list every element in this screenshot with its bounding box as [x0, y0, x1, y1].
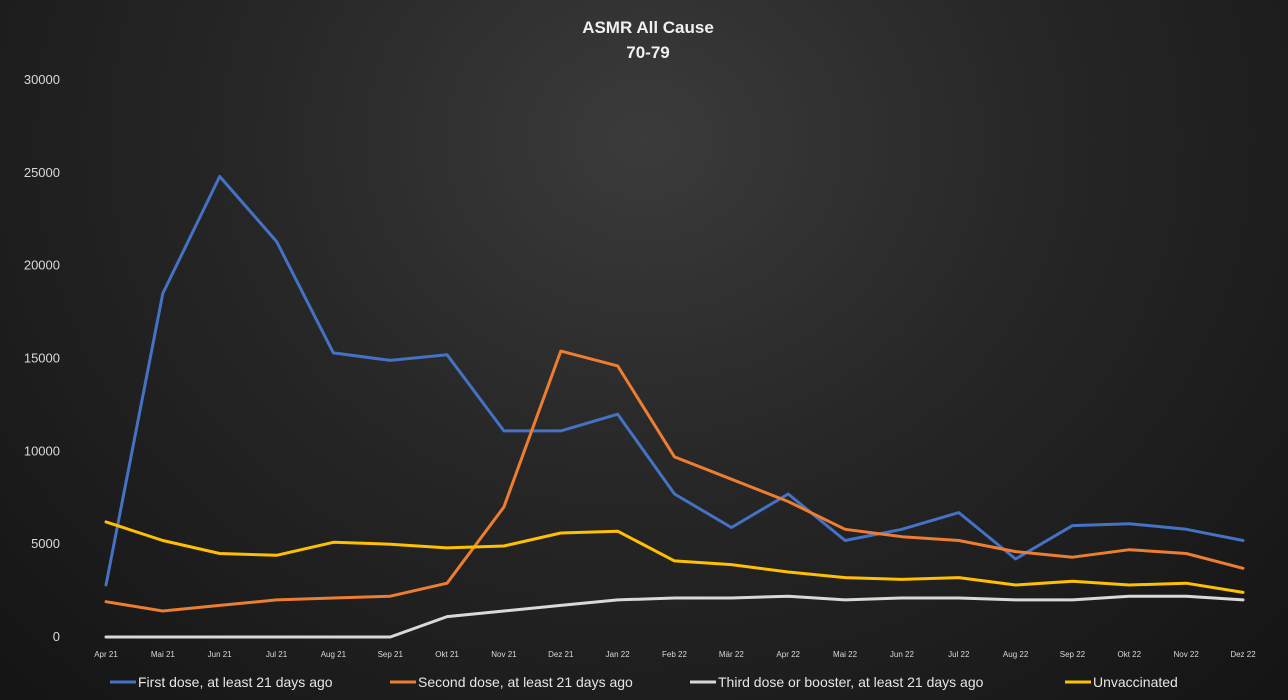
x-tick-label: Okt 21 — [435, 650, 459, 659]
legend-label: First dose, at least 21 days ago — [138, 674, 333, 690]
x-tick-label: Apr 21 — [94, 650, 118, 659]
series-line-4 — [104, 520, 1245, 594]
y-tick-label: 20000 — [24, 258, 60, 273]
x-tick-label: Nov 21 — [491, 650, 517, 659]
x-tick-label: Feb 22 — [662, 650, 687, 659]
series-line-3 — [104, 594, 1245, 639]
legend-item-2: Second dose, at least 21 days ago — [390, 674, 633, 690]
x-tick-label: Mai 21 — [151, 650, 176, 659]
x-tick-label: Sep 22 — [1060, 650, 1086, 659]
legend-label: Third dose or booster, at least 21 days … — [718, 674, 984, 690]
series-line-1 — [104, 175, 1245, 587]
y-tick-label: 10000 — [24, 443, 60, 458]
legend-label: Unvaccinated — [1093, 674, 1178, 690]
y-axis: 0 5000 10000 15000 20000 25000 30000 — [24, 72, 60, 644]
x-tick-label: Dez 21 — [548, 650, 574, 659]
y-tick-label: 15000 — [24, 351, 60, 366]
x-tick-label: Jun 21 — [208, 650, 233, 659]
legend-item-1: First dose, at least 21 days ago — [110, 674, 333, 690]
x-tick-label: Apr 22 — [776, 650, 800, 659]
x-tick-label: Dez 22 — [1230, 650, 1256, 659]
chart-title: ASMR All Cause — [582, 18, 714, 37]
plot-area — [104, 175, 1245, 639]
x-tick-label: Mär 22 — [719, 650, 744, 659]
x-tick-label: Okt 22 — [1118, 650, 1142, 659]
x-tick-label: Aug 22 — [1003, 650, 1029, 659]
legend-item-4: Unvaccinated — [1065, 674, 1178, 690]
series-line-2 — [104, 349, 1245, 613]
legend-label: Second dose, at least 21 days ago — [418, 674, 633, 690]
x-tick-label: Mai 22 — [833, 650, 858, 659]
x-tick-label: Sep 21 — [378, 650, 404, 659]
y-tick-label: 0 — [53, 629, 60, 644]
x-axis: Apr 21 Mai 21 Jun 21 Jul 21 Aug 21 Sep 21 Okt … — [94, 650, 1256, 659]
y-tick-label: 25000 — [24, 165, 60, 180]
y-tick-label: 30000 — [24, 72, 60, 87]
legend: First dose, at least 21 days ago Second d… — [110, 674, 1178, 690]
y-tick-label: 5000 — [31, 536, 60, 551]
x-tick-label: Jun 22 — [890, 650, 915, 659]
x-tick-label: Jan 22 — [606, 650, 631, 659]
legend-item-3: Third dose or booster, at least 21 days … — [690, 674, 984, 690]
x-tick-label: Jul 21 — [266, 650, 288, 659]
x-tick-label: Nov 22 — [1173, 650, 1199, 659]
x-tick-label: Jul 22 — [948, 650, 970, 659]
x-tick-label: Aug 21 — [321, 650, 347, 659]
chart-subtitle: 70-79 — [626, 43, 669, 62]
